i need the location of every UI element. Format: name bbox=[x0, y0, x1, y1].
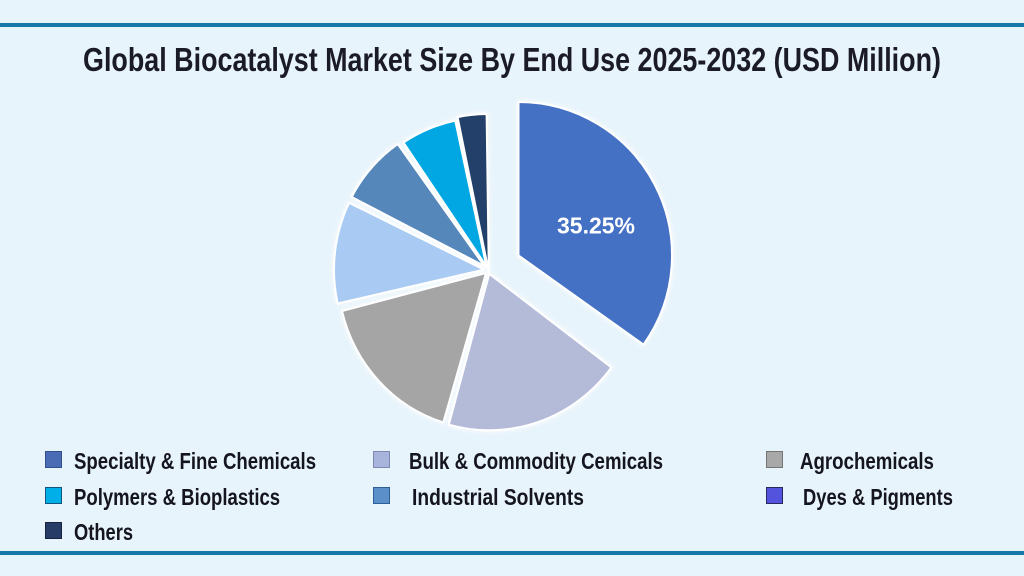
svg-text:35.25%: 35.25% bbox=[557, 213, 635, 239]
